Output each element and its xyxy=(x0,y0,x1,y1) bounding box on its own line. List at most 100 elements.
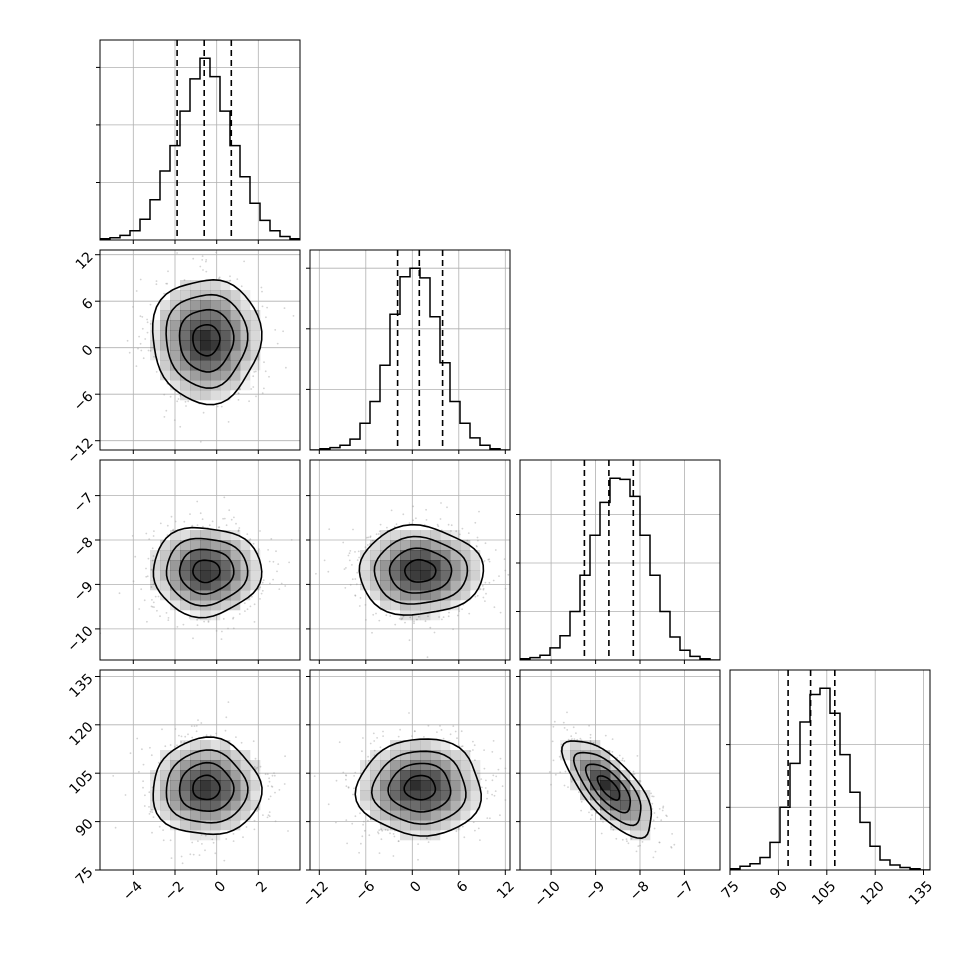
scatter-point xyxy=(570,735,573,738)
scatter-point xyxy=(142,357,145,360)
scatter-point xyxy=(417,858,419,861)
density-cell xyxy=(190,320,201,331)
scatter-point xyxy=(378,619,381,622)
scatter-point xyxy=(205,259,208,261)
density-cell xyxy=(600,800,611,811)
density-cell xyxy=(200,310,211,321)
scatter-point xyxy=(140,588,143,591)
density-cell xyxy=(200,590,211,601)
scatter-point xyxy=(192,637,194,640)
scatter-point xyxy=(250,388,253,390)
density-cell xyxy=(180,760,191,771)
density-cell xyxy=(440,530,451,541)
scatter-point xyxy=(248,400,251,403)
scatter-point xyxy=(479,839,481,841)
scatter-point xyxy=(560,743,563,746)
scatter-point xyxy=(349,583,352,586)
density-cell xyxy=(240,780,251,791)
x-tick-label: −12 xyxy=(300,878,332,910)
scatter-point xyxy=(327,570,330,573)
density-cell xyxy=(370,590,381,601)
density-cell xyxy=(170,770,181,781)
scatter-point xyxy=(183,279,186,281)
density-cell xyxy=(390,740,401,751)
scatter-point xyxy=(283,783,286,785)
density-cell xyxy=(210,750,221,761)
density-cell xyxy=(170,820,181,831)
scatter-point xyxy=(389,832,391,835)
density-cell xyxy=(430,600,441,611)
scatter-point xyxy=(424,620,427,623)
scatter-point xyxy=(161,728,163,731)
density-cell xyxy=(440,560,451,571)
density-cell xyxy=(150,550,161,561)
contour-line xyxy=(373,535,469,605)
contour-line xyxy=(178,761,235,813)
scatter-point xyxy=(215,630,218,632)
density-cell xyxy=(200,750,211,761)
scatter-point xyxy=(372,539,374,542)
scatter-point xyxy=(242,836,244,839)
scatter-point xyxy=(461,745,464,747)
density-cell xyxy=(240,590,251,601)
scatter-point xyxy=(385,614,388,617)
scatter-point xyxy=(479,588,482,590)
scatter-point xyxy=(665,814,667,817)
density-cell xyxy=(160,370,171,381)
density-cell xyxy=(380,770,391,781)
scatter-point xyxy=(458,610,461,613)
scatter-point xyxy=(267,785,269,787)
scatter-point xyxy=(222,517,225,520)
scatter-point xyxy=(132,580,135,583)
scatter-point xyxy=(476,536,479,539)
scatter-point xyxy=(153,530,155,532)
contour-line xyxy=(151,278,263,406)
scatter-point xyxy=(173,745,176,748)
density-cell xyxy=(230,310,241,321)
density-cell xyxy=(370,540,381,551)
density-cell xyxy=(420,740,431,751)
density-cell xyxy=(630,830,641,841)
density-cell xyxy=(200,530,211,541)
scatter-point xyxy=(358,556,360,559)
y-tick-label: 0 xyxy=(79,342,97,360)
scatter-point xyxy=(589,818,592,820)
scatter-point xyxy=(483,767,486,770)
density-cell xyxy=(180,780,191,791)
density-cell xyxy=(430,530,441,541)
scatter-point xyxy=(199,512,202,515)
scatter-point xyxy=(202,525,204,528)
density-cell xyxy=(240,340,251,351)
density-cell xyxy=(470,790,481,801)
histogram-step-line xyxy=(730,687,930,870)
scatter-point xyxy=(452,628,454,631)
scatter-point xyxy=(446,506,448,509)
scatter-point xyxy=(375,533,378,536)
scatter-point xyxy=(287,830,289,832)
density-cell xyxy=(630,800,641,811)
density-cell xyxy=(390,780,401,791)
density-cell xyxy=(220,530,231,541)
scatter-point xyxy=(361,835,364,838)
scatter-point xyxy=(151,599,153,601)
scatter-point xyxy=(199,440,202,443)
density-cell xyxy=(210,390,221,401)
density-cell xyxy=(400,590,411,601)
scatter-point xyxy=(621,757,624,760)
scatter-point xyxy=(150,586,153,588)
density-cell xyxy=(150,780,161,791)
density-cell xyxy=(170,810,181,821)
scatter-point xyxy=(292,315,295,317)
scatter-point xyxy=(488,581,491,584)
scatter-point xyxy=(480,778,483,780)
scatter-point xyxy=(327,803,330,806)
density-content xyxy=(112,701,289,865)
scatter-point xyxy=(139,278,142,281)
scatter-point xyxy=(426,656,429,659)
density-cell xyxy=(220,540,231,551)
scatter-point xyxy=(195,730,198,733)
density-cell xyxy=(220,810,231,821)
contour-line xyxy=(165,293,249,389)
scatter-point xyxy=(270,785,273,788)
scatter-point xyxy=(163,292,166,295)
